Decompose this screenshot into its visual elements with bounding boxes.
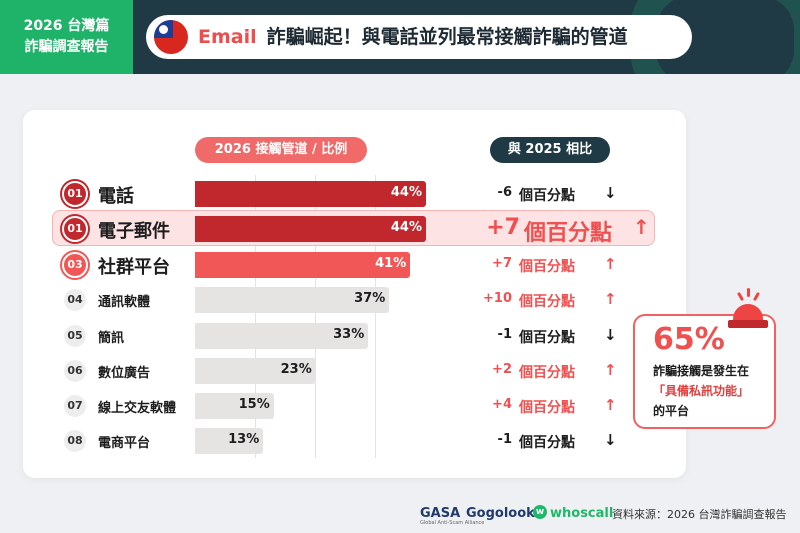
change-value: +7	[486, 215, 520, 240]
rank-badge: 01	[62, 216, 88, 242]
change-value: +10	[483, 291, 512, 306]
bar-value-label: 37%	[354, 291, 386, 306]
gridline	[375, 175, 376, 458]
arrow-down-icon: ↓	[604, 431, 617, 449]
bar	[195, 428, 264, 454]
whoscall-logo: whoscall	[550, 506, 614, 521]
change-value: +2	[492, 362, 512, 377]
arrow-up-icon: ↑	[633, 215, 650, 239]
change-value: +7	[492, 256, 512, 271]
arrow-up-icon: ↑	[604, 396, 617, 414]
bar-value-label: 15%	[238, 397, 270, 412]
arrow-up-icon: ↑	[604, 255, 617, 273]
change-unit: 個百分點	[519, 400, 575, 416]
change-unit: 個百分點	[519, 188, 575, 204]
callout-line-3: 的平台	[653, 404, 690, 418]
rank-badge: 01	[62, 181, 88, 207]
headline-highlight: Email	[198, 26, 257, 48]
headline-pill: Email 詐騙崛起！與電話並列最常接觸詐騙的管道	[146, 15, 692, 59]
rank-badge: 04	[64, 289, 86, 311]
taiwan-flag-icon	[154, 20, 188, 54]
bar	[195, 216, 426, 242]
callout-percent: 65%	[653, 322, 725, 357]
gogolook-logo: Gogolook	[466, 506, 535, 521]
bar-value-label: 41%	[375, 256, 407, 271]
gridline	[255, 175, 256, 458]
column-header-change: 與 2025 相比	[490, 137, 610, 163]
change-unit: 個百分點	[519, 259, 575, 275]
gasa-logo: GASA	[420, 506, 461, 521]
category-label: 電商平台	[98, 436, 151, 451]
category-label: 數位廣告	[98, 366, 151, 381]
gridline	[315, 175, 316, 458]
category-label: 簡訊	[98, 331, 125, 346]
callout-line-1: 詐騙接觸是發生在	[653, 364, 750, 378]
column-header-share: 2026 接觸管道 / 比例	[195, 137, 367, 163]
bar-value-label: 33%	[333, 327, 365, 342]
bar-value-label: 13%	[228, 432, 260, 447]
change-value: -6	[497, 185, 512, 200]
bar	[195, 323, 369, 349]
report-badge-title: 詐騙調查報告	[24, 39, 109, 55]
bar	[195, 252, 411, 278]
arrow-down-icon: ↓	[604, 326, 617, 344]
category-label: 電話	[98, 186, 134, 207]
callout-box: 65% 詐騙接觸是發生在 「具備私訊功能」 的平台	[633, 314, 776, 429]
category-label: 線上交友軟體	[98, 401, 177, 416]
change-value: +4	[492, 397, 512, 412]
whoscall-icon: w	[533, 505, 547, 519]
change-value: -1	[497, 432, 512, 447]
bar	[195, 358, 316, 384]
bar-value-label: 23%	[280, 362, 312, 377]
callout-line-2: 「具備私訊功能」	[653, 384, 750, 398]
rank-badge: 08	[64, 430, 86, 452]
change-unit: 個百分點	[519, 435, 575, 451]
headline-title: Email 詐騙崛起！與電話並列最常接觸詐騙的管道	[198, 15, 628, 59]
category-label: 社群平台	[98, 257, 170, 278]
change-unit: 個百分點	[524, 221, 613, 246]
arrow-up-icon: ↑	[604, 361, 617, 379]
rank-badge: 03	[62, 252, 88, 278]
bar-value-label: 44%	[390, 185, 422, 200]
bar	[195, 287, 390, 313]
arrow-up-icon: ↑	[604, 290, 617, 308]
source-note: 資料來源：2026 台灣詐騙調查報告	[612, 508, 787, 521]
report-badge: 2026 台灣篇 詐騙調查報告	[0, 0, 133, 74]
header-banner: 2026 台灣篇 詐騙調查報告 Email 詐騙崛起！與電話並列最常接觸詐騙的管道	[0, 0, 800, 74]
bar	[195, 181, 426, 207]
rank-badge: 05	[64, 325, 86, 347]
arrow-down-icon: ↓	[604, 184, 617, 202]
headline-rest: 詐騙崛起！與電話並列最常接觸詐騙的管道	[266, 26, 628, 48]
category-label: 電子郵件	[98, 221, 170, 242]
change-unit: 個百分點	[519, 365, 575, 381]
bar	[195, 393, 274, 419]
change-unit: 個百分點	[519, 330, 575, 346]
change-value: -1	[497, 327, 512, 342]
rank-badge: 07	[64, 395, 86, 417]
category-label: 通訊軟體	[98, 295, 151, 310]
gasa-logo-subtitle: Global Anti-Scam Alliance	[420, 520, 485, 526]
change-unit: 個百分點	[519, 294, 575, 310]
bar-value-label: 44%	[390, 220, 422, 235]
rank-badge: 06	[64, 360, 86, 382]
report-badge-year: 2026 台灣篇	[23, 18, 110, 34]
